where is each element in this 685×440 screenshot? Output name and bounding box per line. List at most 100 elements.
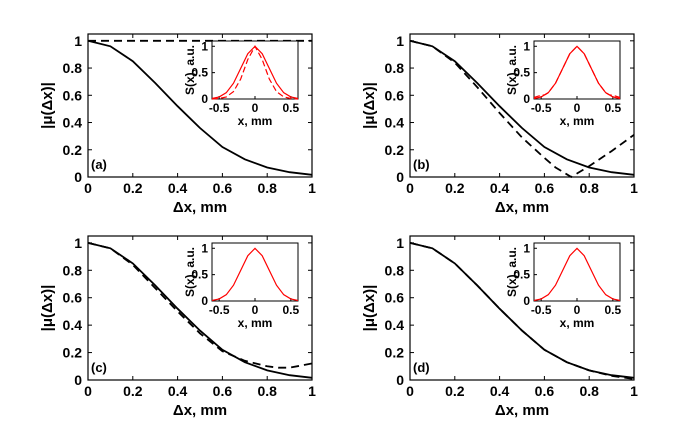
panel-label: (b) [413, 157, 430, 172]
inset-plot: -0.5 0 0.500.51x, mmS(x), a.u. [505, 39, 621, 128]
plot-frame [409, 235, 635, 381]
inset-x-tick-label: -0.5 [209, 101, 230, 115]
plot-frame [409, 33, 635, 178]
panel-label: (c) [91, 360, 107, 375]
y-tick-label: 0.6 [385, 290, 405, 306]
inset-x-tick-label: 0.5 [604, 101, 621, 115]
x-tick-label: 0.8 [257, 180, 277, 196]
x-tick-label: 1 [630, 180, 638, 196]
inset-series-line-solid [533, 247, 621, 302]
inset-y-tick-label: 0.5 [513, 268, 530, 282]
inset-y-tick-label: 0.5 [191, 66, 208, 80]
y-axis-label: |μ(Δx)| [39, 285, 56, 332]
inset-x-tick-label: -0.5 [531, 303, 552, 317]
x-tick-label: 0.6 [535, 180, 555, 196]
inset-x-axis-label: x, mm [560, 114, 595, 128]
inset-frame [533, 40, 621, 100]
y-axis-label: |μ(Δx)| [361, 285, 378, 332]
y-tick-label: 0 [396, 372, 404, 388]
x-tick-label: 0.6 [535, 383, 555, 399]
x-axis-label: Δx, mm [173, 199, 227, 216]
inset-series-line-dashed [533, 45, 621, 98]
inset-y-tick-label: 1 [201, 39, 208, 53]
x-tick-label: 0.2 [445, 383, 465, 399]
x-tick-label: 0.6 [213, 180, 233, 196]
inset-frame [533, 242, 621, 302]
inset-y-axis-label: S(x), a.u. [183, 247, 197, 297]
x-axis-label: Δx, mm [495, 199, 549, 216]
plot-frame [87, 33, 313, 178]
x-tick-label: 0.4 [490, 383, 510, 399]
inset-y-axis-label: S(x), a.u. [183, 45, 197, 95]
inset-x-axis-label: x, mm [238, 114, 273, 128]
inset-x-tick-label: 0 [574, 303, 581, 317]
inset-y-tick-label: 0.5 [191, 268, 208, 282]
inset-x-tick-label: -0.5 [209, 303, 230, 317]
x-tick-label: 1 [308, 180, 316, 196]
inset-x-tick-label: 0 [252, 101, 259, 115]
inset-y-axis-label: S(x), a.u. [505, 45, 519, 95]
y-tick-label: 0 [74, 169, 82, 185]
x-tick-label: 0.8 [579, 180, 599, 196]
y-tick-label: 0.2 [63, 142, 83, 158]
x-tick-label: 0.4 [168, 383, 188, 399]
x-tick-label: 0 [84, 180, 92, 196]
x-tick-label: 0.2 [123, 383, 143, 399]
y-tick-label: 0.4 [385, 115, 405, 131]
y-tick-label: 1 [396, 33, 404, 49]
x-axis-label: Δx, mm [495, 402, 549, 419]
inset-y-tick-label: 0 [201, 294, 208, 308]
x-tick-label: 0.6 [213, 383, 233, 399]
inset-frame [211, 242, 299, 302]
y-tick-label: 0.8 [385, 60, 405, 76]
series-line-dashed [409, 242, 635, 380]
inset-x-axis-label: x, mm [238, 316, 273, 330]
x-tick-label: 0.8 [579, 383, 599, 399]
panel-b: 0 0.2 0.4 0.6 0.8 1 0 0.2 0.4 0.6 0.8 1 Δx, mm |μ(Δx)… [361, 33, 638, 216]
inset-y-tick-label: 1 [523, 241, 530, 255]
inset-x-tick-label: 0 [574, 101, 581, 115]
y-tick-label: 0.6 [63, 87, 83, 103]
y-tick-label: 1 [74, 235, 82, 251]
x-tick-label: 0 [406, 383, 414, 399]
x-tick-label: 0.4 [168, 180, 188, 196]
x-tick-label: 1 [630, 383, 638, 399]
y-tick-label: 1 [396, 235, 404, 251]
y-tick-label: 0.8 [63, 60, 83, 76]
y-tick-label: 1 [74, 33, 82, 49]
y-tick-label: 0.6 [63, 290, 83, 306]
panel-label: (a) [91, 157, 107, 172]
inset-x-tick-label: 0.5 [282, 101, 299, 115]
inset-frame [211, 40, 299, 100]
series-line-dashed [409, 39, 635, 179]
x-tick-label: 1 [308, 383, 316, 399]
panel-a: 0 0.2 0.4 0.6 0.8 1 0 0.2 0.4 0.6 0.8 1 Δx, mm |μ(Δx)… [39, 33, 316, 216]
y-axis-label: |μ(Δx)| [39, 82, 56, 129]
y-tick-label: 0.6 [385, 87, 405, 103]
y-tick-label: 0 [74, 372, 82, 388]
y-tick-label: 0.4 [63, 115, 83, 131]
inset-x-tick-label: 0.5 [604, 303, 621, 317]
x-tick-label: 0.2 [445, 180, 465, 196]
inset-plot: -0.5 0 0.500.51x, mmS(x), a.u. [183, 241, 299, 330]
inset-plot: -0.5 0 0.500.51x, mmS(x), a.u. [183, 39, 299, 128]
y-tick-label: 0.2 [385, 142, 405, 158]
inset-series-line-solid [211, 247, 299, 302]
x-axis-label: Δx, mm [173, 402, 227, 419]
inset-series-line-solid [533, 45, 621, 100]
panel-label: (d) [413, 360, 430, 375]
plot-frame [87, 235, 313, 381]
series-line-solid [87, 39, 313, 176]
panel-c: 0 0.2 0.4 0.6 0.8 1 0 0.2 0.4 0.6 0.8 1 Δx, mm |μ(Δx)… [39, 235, 316, 419]
y-tick-label: 0.8 [63, 262, 83, 278]
inset-y-tick-label: 1 [201, 241, 208, 255]
x-tick-label: 0.2 [123, 180, 143, 196]
inset-y-tick-label: 1 [523, 39, 530, 53]
y-tick-label: 0.2 [385, 345, 405, 361]
y-tick-label: 0.4 [385, 317, 405, 333]
x-tick-label: 0 [406, 180, 414, 196]
inset-y-tick-label: 0 [523, 294, 530, 308]
y-tick-label: 0.8 [385, 262, 405, 278]
inset-y-axis-label: S(x), a.u. [505, 247, 519, 297]
